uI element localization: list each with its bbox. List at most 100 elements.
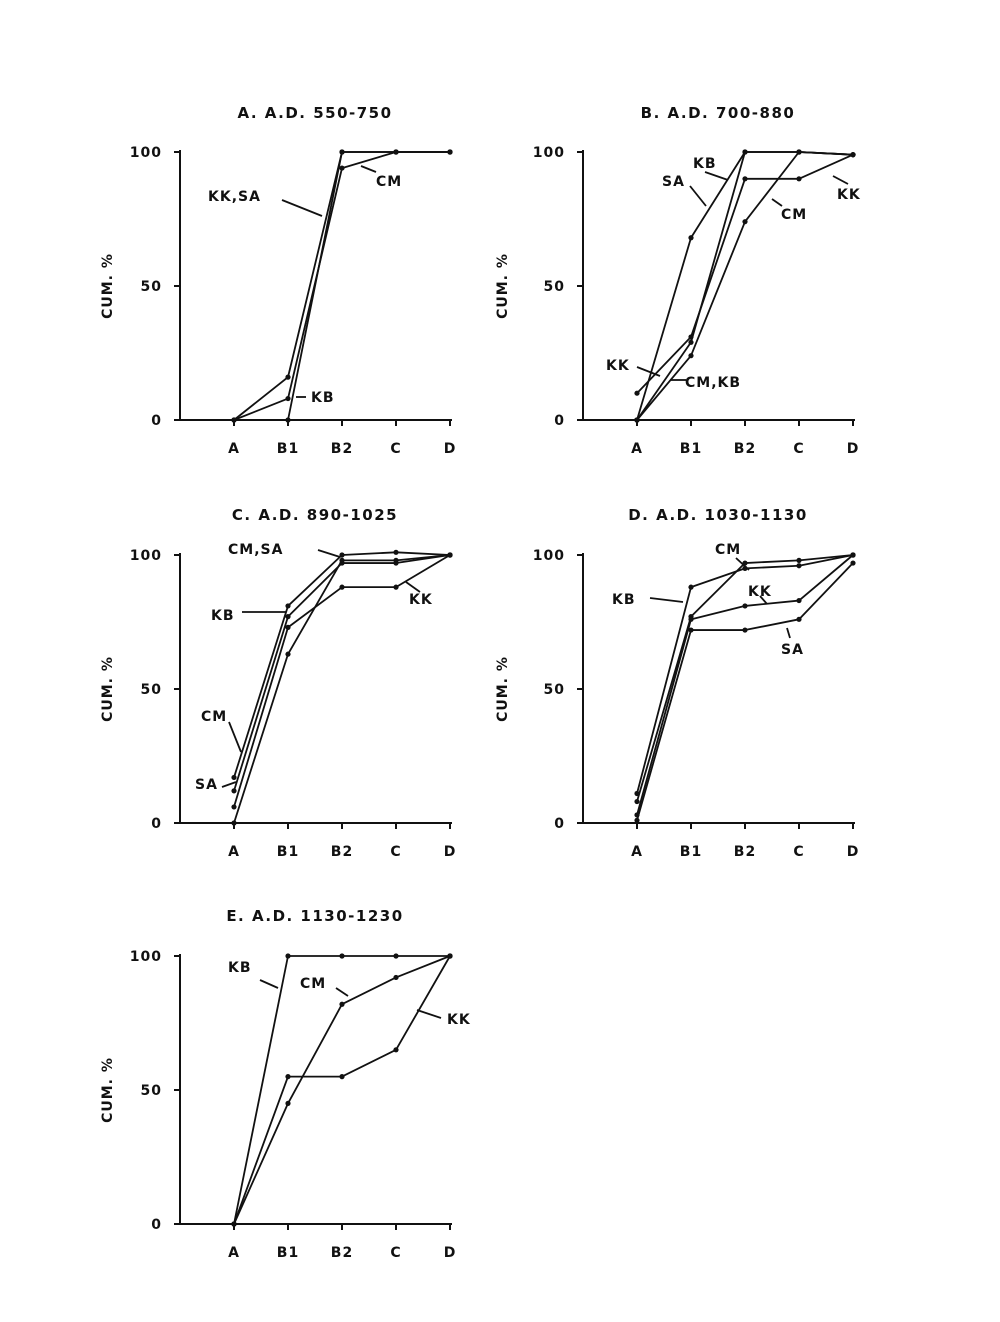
x-tick-label: A <box>631 441 643 457</box>
x-tick-label: C <box>793 844 804 860</box>
x-tick-label: D <box>444 1245 457 1261</box>
x-tick-label: B1 <box>680 441 702 457</box>
data-point <box>285 395 291 402</box>
x-tick-label: B1 <box>277 441 299 457</box>
series-line-1 <box>233 955 450 1225</box>
data-point <box>742 603 748 609</box>
y-tick-label: 0 <box>151 1217 162 1233</box>
y-tick-label: 100 <box>130 548 162 564</box>
annotation-leader <box>649 597 684 603</box>
y-axis-label: CUM. % <box>495 656 511 722</box>
annotation-leader <box>759 595 768 605</box>
chart-panel-1: A. A.D. 550-750 0 50 100 CUM. % A B1 B2 C D KK,SA C… <box>100 104 457 457</box>
x-tick-label: C <box>390 441 401 457</box>
y-tick-label: 0 <box>554 816 565 832</box>
data-point <box>231 788 237 794</box>
data-point <box>339 1001 345 1007</box>
data-point <box>285 614 291 620</box>
x-tick-label: B2 <box>331 1245 353 1261</box>
x-tick-label: A <box>228 1245 240 1261</box>
y-tick-label: 100 <box>130 949 162 965</box>
data-point <box>339 1074 345 1080</box>
annotation-leader <box>335 987 349 997</box>
annotation-leader <box>735 557 750 571</box>
annotation-leader <box>281 199 323 217</box>
y-axis-label: CUM. % <box>100 253 116 319</box>
x-tick-label: D <box>847 441 860 457</box>
data-point <box>796 149 802 155</box>
y-tick-label: 50 <box>141 279 162 295</box>
data-point <box>688 616 694 622</box>
series-annotation-label: CM <box>201 709 227 725</box>
series-annotation-label: SA <box>662 174 685 190</box>
data-point <box>634 390 640 396</box>
x-tick-label: A <box>631 844 643 860</box>
annotation-leader <box>360 165 377 173</box>
series-annotation-label: KB <box>228 960 252 976</box>
data-point <box>742 176 748 182</box>
series-annotation-label: KK <box>606 358 630 374</box>
data-point <box>850 560 856 566</box>
y-tick-label: 100 <box>533 548 565 564</box>
data-point <box>285 651 291 657</box>
y-tick-label: 50 <box>141 682 162 698</box>
data-point <box>285 624 291 630</box>
data-point <box>339 953 345 959</box>
x-tick-label: A <box>228 441 240 457</box>
chart-panel-3: C. A.D. 890-1025 0 50 100 CUM. % A B1 B2 C D CM,SA… <box>100 506 455 860</box>
series-line-1 <box>636 151 854 421</box>
series-annotation-label: KK <box>409 592 433 608</box>
series-line-1 <box>233 151 450 421</box>
data-point <box>231 1221 237 1227</box>
data-point <box>285 417 291 423</box>
chart-panel-4: D. A.D. 1030-1130 0 50 100 CUM. % A B1 B2 C D CM KB… <box>495 506 858 860</box>
series-annotation-label: CM <box>781 207 807 223</box>
annotation-leader <box>259 979 279 989</box>
data-point <box>393 974 399 981</box>
x-tick-label: C <box>793 441 804 457</box>
y-axis-label: CUM. % <box>495 253 511 319</box>
data-point <box>742 149 748 155</box>
series-line-2 <box>636 554 854 802</box>
data-point <box>447 953 453 959</box>
data-point <box>634 798 640 805</box>
x-tick-label: A <box>228 844 240 860</box>
chart-title: B. A.D. 700-880 <box>641 104 796 122</box>
x-tick-label: D <box>444 441 457 457</box>
series-annotation-label: SA <box>781 642 804 658</box>
data-point <box>393 149 399 155</box>
series-line-2 <box>233 151 450 421</box>
series-line-2 <box>636 151 854 421</box>
data-point <box>634 817 640 823</box>
y-tick-label: 0 <box>151 816 162 832</box>
annotation-leader <box>689 185 707 207</box>
data-point <box>796 616 802 622</box>
series-annotation-label: CM <box>300 976 326 992</box>
data-point <box>393 584 399 590</box>
data-point <box>285 603 291 609</box>
data-point <box>339 584 345 590</box>
x-tick-label: B2 <box>331 844 353 860</box>
y-tick-label: 50 <box>141 1083 162 1099</box>
y-tick-label: 100 <box>533 145 565 161</box>
y-tick-label: 50 <box>544 682 565 698</box>
data-point <box>850 552 856 558</box>
series-annotation-label: KB <box>693 156 717 172</box>
series-annotation-label: KB <box>612 592 636 608</box>
data-point <box>447 552 453 558</box>
series-line-3 <box>636 153 854 394</box>
data-point <box>634 417 640 423</box>
data-point <box>285 953 291 959</box>
data-point <box>339 557 345 563</box>
data-point <box>796 563 802 569</box>
data-point <box>742 219 748 225</box>
annotation-leader <box>416 1009 442 1019</box>
data-point <box>339 552 345 558</box>
series-annotation-label: KB <box>311 390 335 406</box>
data-point <box>688 334 694 340</box>
y-tick-label: 50 <box>544 279 565 295</box>
data-point <box>796 176 802 182</box>
data-point <box>231 820 237 826</box>
annotation-leader <box>704 171 729 181</box>
